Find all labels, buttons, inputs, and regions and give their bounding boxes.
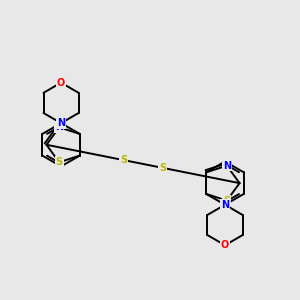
Text: N: N <box>55 122 63 132</box>
Text: S: S <box>159 163 166 173</box>
Text: N: N <box>221 200 229 210</box>
Text: O: O <box>57 78 65 88</box>
Text: N: N <box>57 118 65 128</box>
Text: S: S <box>223 196 230 206</box>
Text: S: S <box>56 157 63 167</box>
Text: O: O <box>221 240 229 250</box>
Text: S: S <box>120 155 127 165</box>
Text: N: N <box>223 160 231 171</box>
